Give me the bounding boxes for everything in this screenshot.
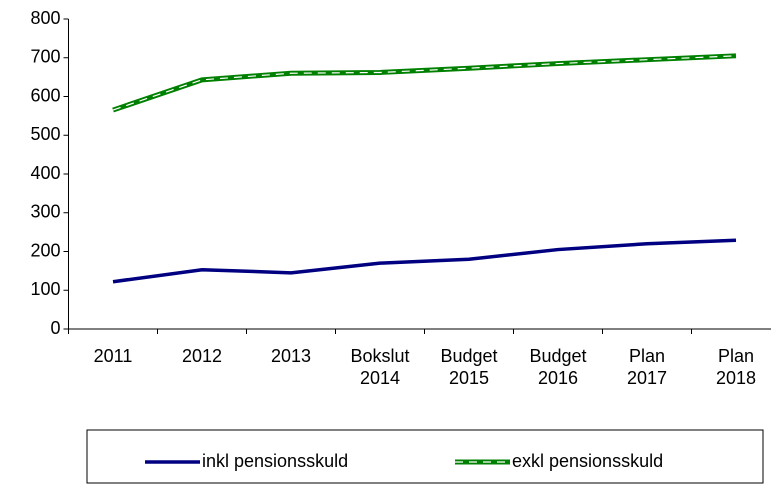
series-line — [112, 238, 737, 284]
x-tick-label: Bokslut 2014 — [350, 346, 409, 388]
series-line — [112, 53, 737, 113]
legend-label: exkl pensionsskuld — [512, 451, 663, 471]
series-line-dash — [112, 55, 737, 111]
x-tick-label: 2012 — [182, 346, 222, 366]
x-tick-label: Budget 2015 — [440, 346, 497, 388]
x-tick-label: 2013 — [271, 346, 311, 366]
y-tick-label: 100 — [30, 279, 60, 299]
y-tick-label: 0 — [50, 318, 60, 338]
x-tick-label: Plan 2017 — [627, 346, 667, 388]
y-tick-label: 200 — [30, 240, 60, 260]
y-tick-label: 700 — [30, 47, 60, 67]
x-tick-label: 2011 — [94, 346, 133, 366]
y-tick-label: 400 — [30, 163, 60, 183]
legend-label: inkl pensionsskuld — [202, 451, 348, 471]
legend-box — [86, 429, 764, 484]
x-tick-label: Plan 2018 — [716, 346, 756, 388]
y-tick-label: 500 — [30, 124, 60, 144]
y-tick-label: 600 — [30, 85, 60, 105]
y-tick-label: 300 — [30, 202, 60, 222]
x-tick-label: Budget 2016 — [529, 346, 586, 388]
y-tick-label: 800 — [30, 8, 60, 28]
